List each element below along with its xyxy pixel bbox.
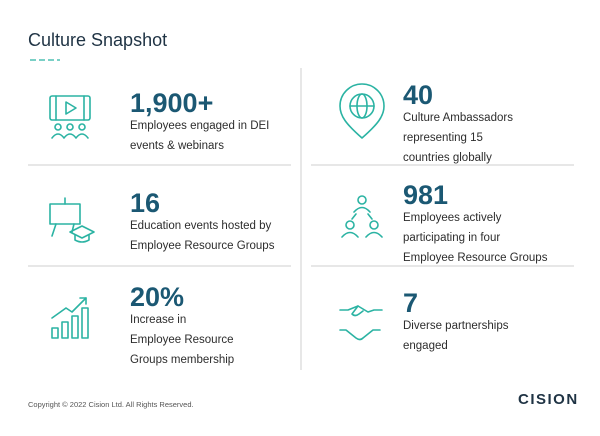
stat-description: participating in four — [403, 232, 501, 244]
icon-globe — [339, 83, 385, 139]
stat-description: Employees engaged in DEI — [130, 120, 270, 132]
stat-description: events & webinars — [130, 140, 224, 152]
stat-description: Employee Resource Groups — [130, 240, 275, 252]
stat-description: engaged — [403, 340, 448, 352]
stat-value: 20% — [130, 282, 185, 312]
stat-description: Diverse partnerships — [403, 320, 509, 332]
stat-value: 1,900+ — [130, 88, 214, 118]
icon-people — [341, 195, 383, 238]
stat-description: Employee Resource Groups — [403, 252, 548, 264]
stat-value: 981 — [403, 180, 449, 210]
icon-growth — [51, 297, 89, 339]
logo: CISION — [518, 391, 579, 408]
stat-description: countries globally — [403, 152, 492, 164]
stat-value: 7 — [403, 288, 419, 318]
stat-description: representing 15 — [403, 132, 483, 144]
stat-value: 16 — [130, 188, 161, 218]
stat-description: Education events hosted by — [130, 220, 272, 232]
stat-value: 40 — [403, 80, 434, 110]
stat-description: Employee Resource — [130, 334, 234, 346]
icon-video — [49, 95, 91, 139]
stat-description: Culture Ambassadors — [403, 112, 513, 124]
stat-description: Employees actively — [403, 212, 502, 224]
copyright: Copyright © 2022 Cision Ltd. All Rights … — [28, 400, 194, 409]
stat-description: Increase in — [130, 314, 187, 326]
stat-description: Groups membership — [130, 354, 235, 366]
title: Culture Snapshot — [28, 30, 168, 50]
icon-education — [49, 197, 95, 243]
icon-handshake — [339, 305, 383, 341]
